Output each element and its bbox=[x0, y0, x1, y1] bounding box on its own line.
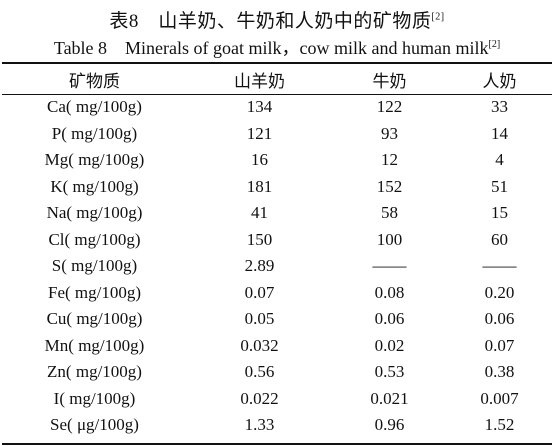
human-milk-value: 0.07 bbox=[484, 335, 515, 355]
table-title-chinese-text: 表8 山羊奶、牛奶和人奶中的矿物质 bbox=[109, 11, 432, 32]
mineral-name: Na( mg/100g) bbox=[46, 203, 143, 223]
cow-milk-value: 122 bbox=[376, 97, 403, 117]
table-row: Mg( mg/100g) 16 12 4 bbox=[2, 147, 552, 174]
goat-milk-value: 121 bbox=[246, 123, 273, 143]
cow-milk-value: 0.08 bbox=[374, 282, 405, 302]
cow-milk-value: 100 bbox=[376, 229, 403, 249]
mineral-name: S( mg/100g) bbox=[51, 256, 138, 276]
human-milk-value: 33 bbox=[491, 97, 508, 117]
mineral-name: Cu( mg/100g) bbox=[46, 309, 143, 329]
minerals-table: 矿物质 山羊奶 牛奶 人奶 Ca( mg/100g) 134 122 33 P(… bbox=[2, 64, 552, 439]
table-top-rule bbox=[2, 62, 552, 64]
header-goat-milk: 山羊奶 bbox=[234, 71, 285, 91]
mineral-name: Fe( mg/100g) bbox=[47, 282, 142, 302]
cow-milk-value: 0.02 bbox=[374, 335, 405, 355]
human-milk-value: 51 bbox=[491, 176, 508, 196]
mineral-name: P( mg/100g) bbox=[51, 123, 138, 143]
goat-milk-value: 16 bbox=[251, 150, 268, 170]
table-row: Fe( mg/100g) 0.07 0.08 0.20 bbox=[2, 280, 552, 307]
goat-milk-value: 0.05 bbox=[244, 309, 275, 329]
mineral-name: Mn( mg/100g) bbox=[44, 335, 145, 355]
table-bottom-rule bbox=[2, 443, 552, 445]
table-row: P( mg/100g) 121 93 14 bbox=[2, 121, 552, 148]
table-row: Cl( mg/100g) 150 100 60 bbox=[2, 227, 552, 254]
cow-milk-value: 0.96 bbox=[374, 415, 405, 435]
cow-milk-value: —— bbox=[372, 256, 407, 276]
table-row: K( mg/100g) 181 152 51 bbox=[2, 174, 552, 201]
citation-ref: [2] bbox=[431, 11, 445, 23]
goat-milk-value: 2.89 bbox=[244, 256, 275, 276]
table-row: I( mg/100g) 0.022 0.021 0.007 bbox=[2, 386, 552, 413]
goat-milk-value: 0.56 bbox=[244, 362, 275, 382]
human-milk-value: 0.007 bbox=[480, 388, 519, 408]
header-mineral: 矿物质 bbox=[69, 71, 120, 91]
goat-milk-value: 0.07 bbox=[244, 282, 275, 302]
table-header-row: 矿物质 山羊奶 牛奶 人奶 bbox=[2, 64, 552, 94]
header-cow-milk: 牛奶 bbox=[372, 71, 407, 91]
table-title-chinese: 表8 山羊奶、牛奶和人奶中的矿物质[2] bbox=[0, 6, 554, 33]
table-row: Zn( mg/100g) 0.56 0.53 0.38 bbox=[2, 359, 552, 386]
goat-milk-value: 134 bbox=[246, 97, 273, 117]
human-milk-value: 0.06 bbox=[484, 309, 515, 329]
human-milk-value: 14 bbox=[491, 123, 508, 143]
goat-milk-value: 150 bbox=[246, 229, 273, 249]
cow-milk-value: 0.021 bbox=[370, 388, 409, 408]
table-header-rule bbox=[2, 94, 552, 95]
table-row: S( mg/100g) 2.89 —— —— bbox=[2, 253, 552, 280]
goat-milk-value: 1.33 bbox=[244, 415, 275, 435]
human-milk-value: 1.52 bbox=[484, 415, 515, 435]
table-title-english: Table 8 Minerals of goat milk，cow milk a… bbox=[0, 34, 554, 60]
table-row: Ca( mg/100g) 134 122 33 bbox=[2, 94, 552, 121]
table-row: Mn( mg/100g) 0.032 0.02 0.07 bbox=[2, 333, 552, 360]
table-row: Cu( mg/100g) 0.05 0.06 0.06 bbox=[2, 306, 552, 333]
human-milk-value: 0.20 bbox=[484, 282, 515, 302]
human-milk-value: 15 bbox=[491, 203, 508, 223]
cow-milk-value: 152 bbox=[376, 176, 403, 196]
cow-milk-value: 93 bbox=[381, 123, 398, 143]
cow-milk-value: 12 bbox=[381, 150, 398, 170]
goat-milk-value: 0.032 bbox=[240, 335, 279, 355]
cow-milk-value: 58 bbox=[381, 203, 398, 223]
mineral-name: Ca( mg/100g) bbox=[47, 97, 142, 117]
mineral-name: Mg( mg/100g) bbox=[44, 150, 145, 170]
human-milk-value: 4 bbox=[495, 150, 504, 170]
table-row: Se( μg/100g) 1.33 0.96 1.52 bbox=[2, 412, 552, 439]
mineral-name: I( mg/100g) bbox=[53, 388, 136, 408]
human-milk-value: 0.38 bbox=[484, 362, 515, 382]
cow-milk-value: 0.53 bbox=[374, 362, 405, 382]
citation-ref: [2] bbox=[488, 39, 501, 50]
goat-milk-value: 41 bbox=[251, 203, 268, 223]
mineral-name: Cl( mg/100g) bbox=[48, 229, 141, 249]
goat-milk-value: 0.022 bbox=[240, 388, 279, 408]
table-title-english-text: Table 8 Minerals of goat milk，cow milk a… bbox=[53, 38, 489, 58]
cow-milk-value: 0.06 bbox=[374, 309, 405, 329]
table-row: Na( mg/100g) 41 58 15 bbox=[2, 200, 552, 227]
mineral-name: Se( μg/100g) bbox=[50, 415, 139, 435]
mineral-name: Zn( mg/100g) bbox=[47, 362, 142, 382]
mineral-name: K( mg/100g) bbox=[50, 176, 139, 196]
header-human-milk: 人奶 bbox=[482, 71, 517, 91]
goat-milk-value: 181 bbox=[246, 176, 273, 196]
human-milk-value: 60 bbox=[491, 229, 508, 249]
human-milk-value: —— bbox=[482, 256, 517, 276]
